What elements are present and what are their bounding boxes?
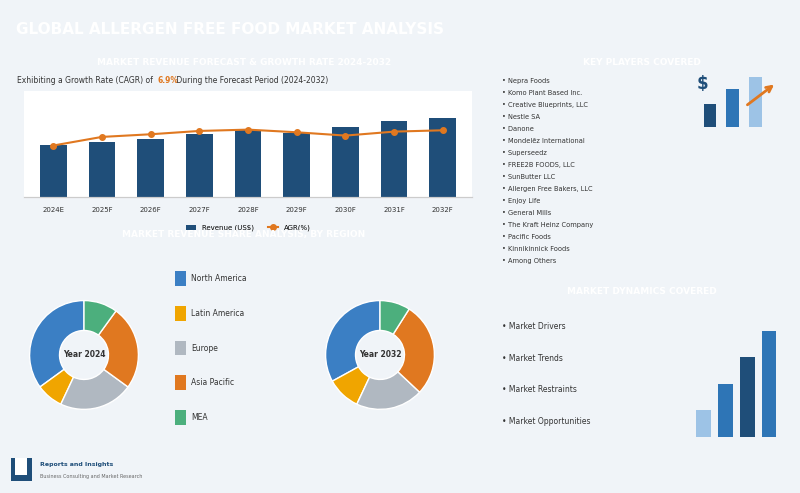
Text: • Market Opportunities: • Market Opportunities: [502, 417, 591, 425]
Bar: [174, 376, 186, 390]
Wedge shape: [84, 301, 116, 335]
Text: • Nepra Foods: • Nepra Foods: [502, 78, 550, 84]
Text: North America: North America: [191, 274, 246, 283]
Text: Europe: Europe: [191, 344, 218, 352]
Text: • FREE2B FOODS, LLC: • FREE2B FOODS, LLC: [502, 162, 575, 168]
Bar: [15, 458, 26, 475]
Bar: [174, 306, 186, 321]
Text: Reports and Insights: Reports and Insights: [40, 461, 113, 466]
Wedge shape: [357, 372, 420, 409]
Text: • The Kraft Heinz Company: • The Kraft Heinz Company: [502, 222, 594, 228]
Bar: [89, 142, 115, 197]
Bar: [696, 410, 711, 437]
Text: • General Mills: • General Mills: [502, 211, 551, 216]
Text: Year 2032: Year 2032: [358, 351, 402, 359]
Text: Year 2024: Year 2024: [62, 351, 106, 359]
Text: 6.9%: 6.9%: [158, 75, 179, 85]
Bar: [704, 104, 716, 127]
Text: Exhibiting a Growth Rate (CAGR) of: Exhibiting a Growth Rate (CAGR) of: [18, 75, 156, 85]
Text: • Nestle SA: • Nestle SA: [502, 114, 540, 120]
Wedge shape: [61, 369, 128, 409]
Text: • Komo Plant Based Inc.: • Komo Plant Based Inc.: [502, 90, 582, 96]
Text: • Mondelēz International: • Mondelēz International: [502, 138, 585, 144]
Text: • Market Trends: • Market Trends: [502, 353, 563, 363]
Wedge shape: [393, 309, 434, 392]
Wedge shape: [40, 369, 74, 404]
Bar: [11, 458, 33, 481]
Bar: [174, 410, 186, 425]
Bar: [332, 127, 358, 197]
Text: Latin America: Latin America: [191, 309, 244, 318]
Bar: [40, 145, 66, 197]
Text: MARKET REVENUE SHARE ANALYSIS, BY REGION: MARKET REVENUE SHARE ANALYSIS, BY REGION: [122, 230, 366, 239]
Text: • Kinnikinnick Foods: • Kinnikinnick Foods: [502, 246, 570, 252]
Text: • Among Others: • Among Others: [502, 258, 556, 264]
Wedge shape: [332, 367, 370, 404]
Text: GLOBAL ALLERGEN FREE FOOD MARKET ANALYSIS: GLOBAL ALLERGEN FREE FOOD MARKET ANALYSI…: [16, 22, 444, 37]
Bar: [762, 330, 777, 437]
Text: MARKET REVENUE FORECAST & GROWTH RATE 2024-2032: MARKET REVENUE FORECAST & GROWTH RATE 20…: [97, 58, 391, 68]
Text: • Enjoy Life: • Enjoy Life: [502, 198, 540, 204]
Bar: [174, 341, 186, 355]
Bar: [381, 121, 407, 197]
Text: • Market Drivers: • Market Drivers: [502, 322, 566, 331]
Text: • Pacific Foods: • Pacific Foods: [502, 234, 551, 241]
Legend: Revenue (US$), AGR(%): Revenue (US$), AGR(%): [183, 222, 313, 234]
Bar: [138, 140, 164, 197]
Bar: [174, 272, 186, 286]
Bar: [750, 77, 762, 127]
Text: Asia Pacific: Asia Pacific: [191, 378, 234, 387]
Wedge shape: [98, 311, 138, 387]
Wedge shape: [326, 301, 380, 381]
Text: • Market Restraints: • Market Restraints: [502, 385, 578, 394]
Bar: [283, 133, 310, 197]
Text: $: $: [696, 75, 708, 93]
Text: Business Consulting and Market Research: Business Consulting and Market Research: [40, 474, 142, 480]
Bar: [430, 118, 456, 197]
Wedge shape: [380, 301, 409, 334]
Bar: [740, 357, 754, 437]
Bar: [718, 384, 733, 437]
Text: KEY PLAYERS COVERED: KEY PLAYERS COVERED: [583, 58, 701, 68]
Bar: [234, 130, 262, 197]
Text: • SunButter LLC: • SunButter LLC: [502, 174, 555, 180]
Text: During the Forecast Period (2024-2032): During the Forecast Period (2024-2032): [174, 75, 328, 85]
Text: MEA: MEA: [191, 413, 208, 422]
Text: • Danone: • Danone: [502, 126, 534, 132]
Bar: [186, 135, 213, 197]
Text: MARKET DYNAMICS COVERED: MARKET DYNAMICS COVERED: [567, 287, 717, 296]
Text: • Creative Blueprints, LLC: • Creative Blueprints, LLC: [502, 102, 588, 108]
Wedge shape: [30, 301, 84, 387]
Text: • Allergen Free Bakers, LLC: • Allergen Free Bakers, LLC: [502, 186, 593, 192]
Text: • Superseedz: • Superseedz: [502, 150, 547, 156]
Bar: [726, 89, 739, 127]
